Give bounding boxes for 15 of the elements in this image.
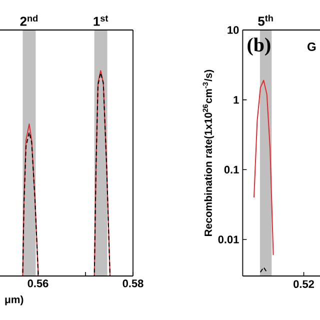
band-label: 2$^{nd}$ — [20, 14, 38, 26]
y-tick-label: 10 — [228, 26, 239, 34]
text: 5$^{th}$ — [258, 14, 273, 26]
line-series — [253, 80, 274, 256]
y-tick-label: 0.1 — [224, 166, 239, 174]
band-label: 1$^{st}$ — [94, 16, 108, 26]
x-axis-title: μm) — [5, 296, 24, 306]
x-tick-label: 0.56 — [28, 280, 48, 288]
annotation: G — [308, 42, 316, 51]
y-tick-label: 0.01 — [218, 236, 239, 244]
x-tick-label: 0.58 — [122, 280, 144, 288]
y-axis-title: Recombination rate(1x10$^{26}$cm$^{-3}$/s) — [202, 70, 214, 236]
text: 0.52 — [294, 280, 314, 288]
annotation: (b) — [248, 38, 270, 56]
y-tick-label: 1 — [234, 96, 239, 104]
